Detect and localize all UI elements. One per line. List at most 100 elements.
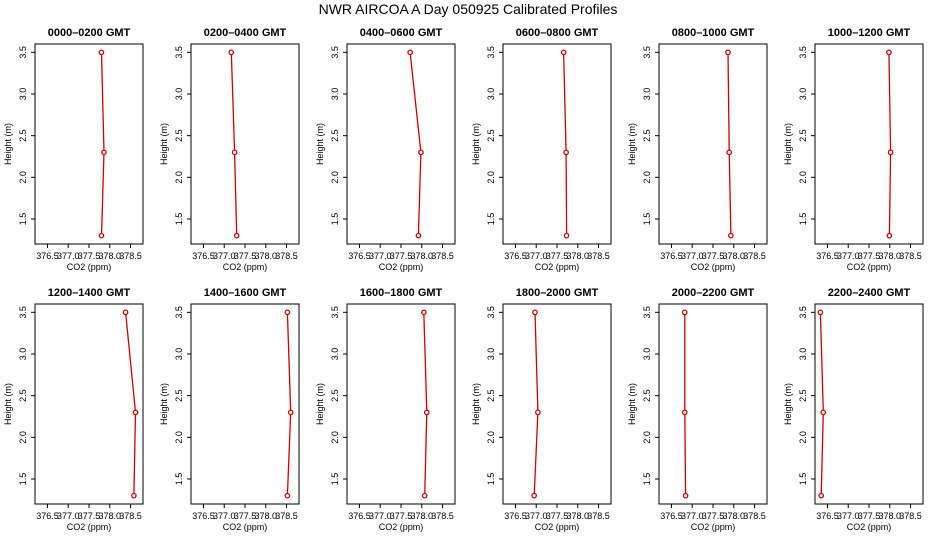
x-axis-label: CO2 (ppm) bbox=[67, 522, 112, 532]
x-axis-label: CO2 (ppm) bbox=[67, 262, 112, 272]
x-tick-label: 377.5 bbox=[546, 511, 569, 521]
y-axis-label: Height (m) bbox=[627, 123, 637, 165]
y-tick-label: 2.5 bbox=[174, 129, 184, 142]
panel-title: 0200–0400 GMT bbox=[204, 27, 287, 39]
y-axis-label: Height (m) bbox=[783, 123, 793, 165]
plot-frame bbox=[190, 303, 300, 505]
x-tick-label: 376.5 bbox=[348, 511, 371, 521]
profile-point bbox=[563, 232, 570, 239]
panel-title: 1600–1800 GMT bbox=[360, 287, 443, 299]
profile-point bbox=[563, 149, 569, 156]
y-tick-label: 2.5 bbox=[174, 389, 184, 402]
y-axis-label: Height (m) bbox=[627, 383, 637, 425]
profile-point bbox=[817, 309, 824, 316]
profile-point bbox=[820, 409, 827, 416]
y-tick-label: 1.5 bbox=[642, 473, 652, 486]
y-axis-label: Height (m) bbox=[3, 123, 13, 165]
y-tick-label: 3.5 bbox=[798, 306, 808, 319]
x-tick-label: 377.0 bbox=[57, 511, 80, 521]
x-tick-label: 378.5 bbox=[743, 511, 766, 521]
profile-point bbox=[132, 409, 139, 416]
y-tick-label: 1.5 bbox=[642, 213, 652, 226]
y-tick-label: 3.5 bbox=[642, 46, 652, 59]
profile-line bbox=[423, 312, 428, 496]
profile-point bbox=[681, 409, 688, 416]
y-tick-label: 3.0 bbox=[798, 88, 808, 101]
panel-title: 0000–0200 GMT bbox=[48, 27, 131, 39]
y-tick-label: 2.0 bbox=[330, 171, 340, 184]
panel-title: 2200–2400 GMT bbox=[828, 287, 911, 299]
profile-point bbox=[535, 409, 541, 416]
x-tick-label: 377.5 bbox=[234, 251, 257, 261]
y-tick-label: 3.0 bbox=[486, 348, 496, 361]
y-tick-label: 3.5 bbox=[330, 306, 340, 319]
x-tick-label: 377.0 bbox=[681, 251, 704, 261]
x-tick-label: 377.0 bbox=[213, 511, 236, 521]
panel-title: 1400–1600 GMT bbox=[204, 287, 287, 299]
y-tick-label: 3.0 bbox=[486, 88, 496, 101]
plot-frame bbox=[814, 43, 924, 245]
plot-frame bbox=[34, 303, 144, 505]
y-tick-label: 2.5 bbox=[486, 129, 496, 142]
profile-point bbox=[725, 49, 731, 56]
profile-line bbox=[230, 52, 238, 236]
y-tick-label: 3.0 bbox=[642, 88, 652, 101]
x-axis-label: CO2 (ppm) bbox=[223, 262, 268, 272]
panel-title: 1200–1400 GMT bbox=[48, 287, 131, 299]
y-tick-label: 1.5 bbox=[486, 213, 496, 226]
profile-point bbox=[726, 149, 733, 156]
plot-frame bbox=[346, 303, 456, 505]
profile-point bbox=[887, 149, 894, 156]
x-tick-label: 376.5 bbox=[36, 511, 59, 521]
x-tick-label: 377.0 bbox=[369, 511, 392, 521]
x-axis-label: CO2 (ppm) bbox=[847, 262, 892, 272]
x-tick-label: 377.0 bbox=[837, 251, 860, 261]
panel-title: 0400–0600 GMT bbox=[360, 27, 443, 39]
y-tick-label: 2.5 bbox=[18, 389, 28, 402]
profile-line bbox=[819, 312, 824, 496]
y-axis-label: Height (m) bbox=[471, 123, 481, 165]
y-tick-label: 2.5 bbox=[330, 389, 340, 402]
y-tick-label: 3.5 bbox=[798, 46, 808, 59]
plot-frame bbox=[814, 303, 924, 505]
x-tick-label: 378.5 bbox=[587, 251, 610, 261]
x-axis-label: CO2 (ppm) bbox=[223, 522, 268, 532]
x-tick-label: 378.0 bbox=[879, 511, 902, 521]
y-tick-label: 2.0 bbox=[174, 431, 184, 444]
x-tick-label: 377.5 bbox=[858, 251, 881, 261]
profile-line bbox=[727, 52, 732, 236]
profile-point bbox=[886, 232, 893, 239]
x-tick-label: 378.0 bbox=[567, 511, 590, 521]
profile-line bbox=[533, 312, 539, 496]
y-tick-label: 3.5 bbox=[174, 306, 184, 319]
y-tick-label: 3.0 bbox=[798, 348, 808, 361]
profile-point bbox=[421, 492, 428, 499]
y-tick-label: 1.5 bbox=[486, 473, 496, 486]
y-tick-label: 3.0 bbox=[642, 348, 652, 361]
plot-frame bbox=[346, 43, 456, 245]
x-axis-label: CO2 (ppm) bbox=[847, 522, 892, 532]
profile-point bbox=[532, 309, 538, 316]
x-tick-label: 377.5 bbox=[390, 251, 413, 261]
y-tick-label: 2.0 bbox=[18, 171, 28, 184]
x-tick-label: 378.0 bbox=[255, 251, 278, 261]
y-tick-label: 2.0 bbox=[330, 431, 340, 444]
x-axis-label: CO2 (ppm) bbox=[691, 522, 736, 532]
profile-point bbox=[101, 149, 107, 156]
x-tick-label: 378.0 bbox=[99, 511, 122, 521]
x-tick-label: 377.5 bbox=[702, 511, 725, 521]
y-tick-label: 1.5 bbox=[330, 213, 340, 226]
y-tick-label: 3.5 bbox=[18, 306, 28, 319]
x-tick-label: 377.5 bbox=[546, 251, 569, 261]
y-tick-label: 3.5 bbox=[642, 306, 652, 319]
y-axis-label: Height (m) bbox=[315, 123, 325, 165]
x-tick-label: 378.5 bbox=[899, 251, 922, 261]
panel-title: 0800–1000 GMT bbox=[672, 27, 755, 39]
x-tick-label: 376.5 bbox=[36, 251, 59, 261]
